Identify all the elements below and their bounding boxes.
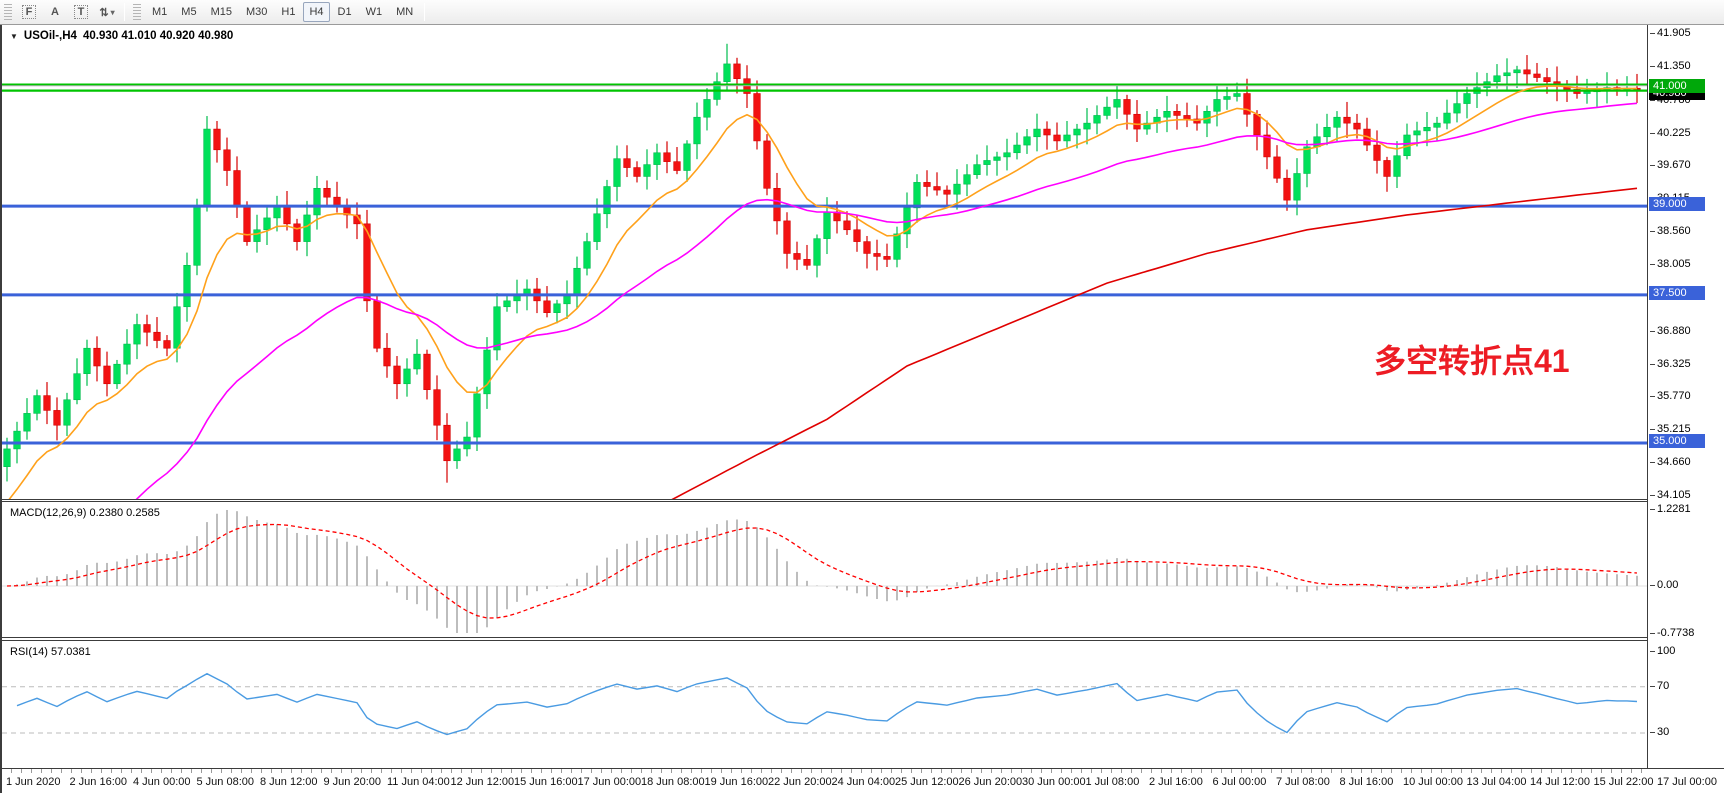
date-label: 1 Jul 08:00 xyxy=(1085,776,1140,788)
date-label: 24 Jun 04:00 xyxy=(831,776,896,788)
arrange-windows-tool-icon[interactable]: ⇅ ▾ xyxy=(99,6,115,19)
date-label: 6 Jul 00:00 xyxy=(1212,776,1267,788)
date-label: 1 Jun 2020 xyxy=(6,776,61,788)
price-tick: 41.350 xyxy=(1650,59,1691,72)
hline-badge-37.500: 37.500 xyxy=(1649,285,1705,300)
symbol-dropdown-icon[interactable]: ▼ xyxy=(10,31,18,41)
price-axis[interactable]: 41.90541.35040.78040.22539.67039.11538.5… xyxy=(1647,25,1724,793)
price-tick: 35.770 xyxy=(1650,390,1691,403)
chart-title[interactable]: ▼ USOil-,H4 40.930 41.010 40.920 40.980 xyxy=(10,30,233,42)
rsi-tick: 100 xyxy=(1649,645,1676,657)
timeframe-button-m5[interactable]: M5 xyxy=(181,6,197,18)
date-label: 18 Jun 08:00 xyxy=(641,776,705,788)
rsi-label: RSI(14) 57.0381 xyxy=(10,646,91,658)
hline-badge-41.000: 41.000 xyxy=(1649,78,1705,93)
rsi-tick: 30 xyxy=(1649,725,1670,738)
chart-text-annotation[interactable]: 多空转折点41 xyxy=(1374,343,1570,379)
date-label: 17 Jul 00:00 xyxy=(1657,776,1717,788)
time-axis[interactable]: 1 Jun 2020 2 Jun 16:00 4 Jun 00:00 5 Jun 08… xyxy=(2,768,1724,793)
date-label: 2 Jul 16:00 xyxy=(1149,776,1203,788)
date-label: 8 Jul 16:00 xyxy=(1339,776,1394,788)
pane-separator-2[interactable] xyxy=(2,637,1647,641)
price-tick: 36.880 xyxy=(1650,324,1691,337)
toolbar-drag-handle[interactable] xyxy=(4,4,12,20)
price-tick: 39.670 xyxy=(1650,159,1691,172)
price-tick: 36.325 xyxy=(1650,357,1691,370)
toolbar-separator-2 xyxy=(424,3,426,21)
date-label: 14 Jul 12:00 xyxy=(1530,776,1590,788)
cursor-tool-icon[interactable]: A xyxy=(51,6,59,18)
timeframe-button-m30[interactable]: M30 xyxy=(245,6,268,18)
hline-badge-35.000: 35.000 xyxy=(1649,433,1705,448)
timeframe-button-h4[interactable]: H4 xyxy=(303,2,330,22)
arrange-windows-tool-caret-icon[interactable]: ▾ xyxy=(110,7,115,17)
date-label: 22 Jun 20:00 xyxy=(768,776,832,788)
date-label: 30 Jun 00:00 xyxy=(1022,776,1086,788)
macd-pane[interactable]: MACD(12,26,9) 0.2380 0.2585 xyxy=(2,502,1647,637)
date-label: 15 Jun 16:00 xyxy=(514,776,578,788)
time-axis-ticks xyxy=(2,769,1647,773)
macd-tick: -0.7738 xyxy=(1649,626,1695,639)
date-label: 4 Jun 00:00 xyxy=(133,776,191,788)
date-label: 11 Jun 04:00 xyxy=(387,776,450,788)
top-toolbar: F A T ⇅ ▾ M1 M5 M15 M30 H1 H4 D1 W1 MN xyxy=(0,0,1724,25)
date-label: 12 Jun 12:00 xyxy=(450,776,515,788)
symbol-label: USOil-,H4 xyxy=(23,30,77,42)
date-label: 7 Jul 08:00 xyxy=(1276,776,1330,788)
date-label: 2 Jun 16:00 xyxy=(69,776,128,788)
toolbar-separator xyxy=(124,3,125,21)
date-label: 9 Jun 20:00 xyxy=(323,776,382,788)
rsi-pane[interactable]: RSI(14) 57.0381 xyxy=(2,641,1647,768)
quote-ohlc-values: 40.930 41.010 40.920 40.980 xyxy=(82,30,234,42)
text-label-tool-icon[interactable]: T xyxy=(69,2,93,23)
macd-label: MACD(12,26,9) 0.2380 0.2585 xyxy=(10,507,160,519)
price-tick: 40.225 xyxy=(1650,126,1691,139)
timeframe-button-w1[interactable]: W1 xyxy=(365,6,383,18)
timeframe-button-mn[interactable]: MN xyxy=(396,6,414,18)
timeframe-button-m1[interactable]: M1 xyxy=(152,6,168,18)
pane-separator[interactable] xyxy=(2,499,1647,502)
date-label: 26 Jun 20:00 xyxy=(958,776,1023,788)
date-label: 19 Jun 16:00 xyxy=(704,776,769,788)
date-label: 25 Jun 12:00 xyxy=(895,776,959,788)
price-tick: 34.660 xyxy=(1650,456,1691,469)
price-tick: 38.005 xyxy=(1650,258,1691,270)
chart-window: ▼ USOil-,H4 40.930 41.010 40.920 40.980 … xyxy=(0,25,1724,793)
price-tick: 38.560 xyxy=(1650,225,1691,238)
timeframe-button-h1[interactable]: H1 xyxy=(281,6,296,18)
price-tick: 34.105 xyxy=(1650,489,1691,501)
date-label: 17 Jun 00:00 xyxy=(577,776,642,788)
toolbar-drag-handle-2[interactable] xyxy=(133,4,141,20)
macd-tick: 0.00 xyxy=(1649,579,1679,591)
timeframe-button-m15[interactable]: M15 xyxy=(210,6,232,18)
date-label: 13 Jul 04:00 xyxy=(1466,776,1527,788)
chart-grid-tool-icon[interactable]: F xyxy=(17,2,41,23)
price-tick: 41.905 xyxy=(1650,27,1691,39)
date-label: 10 Jul 00:00 xyxy=(1403,776,1463,788)
price-tick: 35.215 xyxy=(1650,423,1691,436)
macd-tick: 1.2281 xyxy=(1650,502,1691,515)
timeframe-button-d1[interactable]: D1 xyxy=(337,6,352,18)
hline-badge-39.000: 39.000 xyxy=(1649,197,1705,212)
date-label: 5 Jun 08:00 xyxy=(196,776,255,788)
date-label: 15 Jul 22:00 xyxy=(1593,776,1654,788)
date-label: 8 Jun 12:00 xyxy=(260,776,318,788)
main-chart-pane[interactable]: ▼ USOil-,H4 40.930 41.010 40.920 40.980 … xyxy=(2,26,1647,499)
rsi-tick: 70 xyxy=(1649,679,1670,692)
